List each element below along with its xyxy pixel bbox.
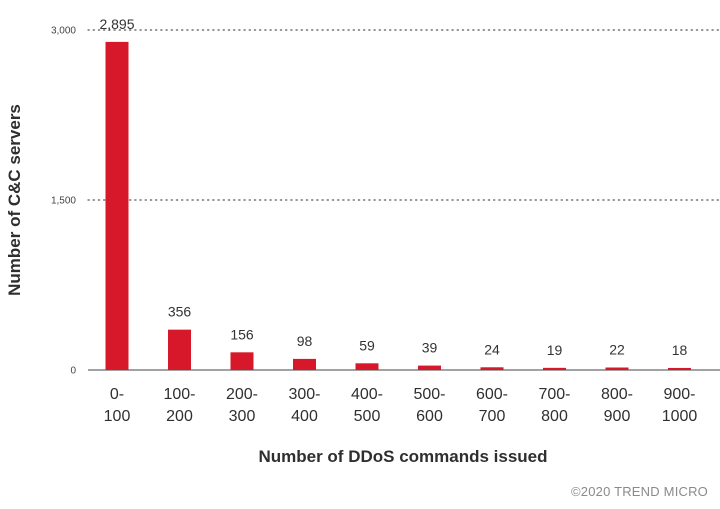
x-tick-label-600-700-line1: 600- <box>476 386 508 403</box>
x-tick-label-900-1000-line1: 900- <box>663 386 695 403</box>
data-label-300-400: 98 <box>297 333 313 349</box>
data-label-500-600: 39 <box>422 340 438 356</box>
data-label-800-900: 22 <box>609 342 625 358</box>
data-label-700-800: 19 <box>547 342 563 358</box>
x-tick-label-300-400-line2: 400 <box>291 408 318 425</box>
y-tick-label: 1,500 <box>51 196 76 207</box>
data-label-400-500: 59 <box>359 337 375 353</box>
bar-300-400 <box>293 358 316 370</box>
x-tick-label-100-200-line1: 100- <box>163 386 195 403</box>
data-labels: 2,895 356 156 98 59 39 24 19 22 18 <box>99 16 687 358</box>
bar-500-600 <box>418 365 441 370</box>
x-tick-label-800-900-line1: 800- <box>601 386 633 403</box>
x-tick-label-400-500-line1: 400- <box>351 386 383 403</box>
bar-100-200 <box>168 329 191 370</box>
x-tick-label-700-800-line1: 700- <box>538 386 570 403</box>
bar-400-500 <box>355 363 379 370</box>
y-tick-label: 0 <box>70 366 76 377</box>
bar-900-1000 <box>668 367 691 370</box>
x-tick-label-0-100-line1: 0- <box>110 386 124 403</box>
x-tick-label-500-600-line2: 600 <box>416 408 443 425</box>
x-axis-label: Number of DDoS commands issued <box>258 447 547 466</box>
x-tick-label-900-1000-line2: 1000 <box>662 408 698 425</box>
data-label-100-200: 356 <box>168 304 192 320</box>
y-axis-label: Number of C&C servers <box>5 104 24 296</box>
x-tick-label-400-500-line2: 500 <box>354 408 381 425</box>
data-label-600-700: 24 <box>484 341 500 357</box>
bar-800-900 <box>605 367 629 370</box>
data-label-900-1000: 18 <box>672 342 688 358</box>
x-tick-label-300-400-line1: 300- <box>288 386 320 403</box>
bar-700-800 <box>543 367 566 370</box>
y-tick-label: 3,000 <box>51 26 76 37</box>
x-tick-label-800-900-line2: 900 <box>604 408 631 425</box>
data-label-200-300: 156 <box>230 326 254 342</box>
x-tick-label-100-200-line2: 200 <box>166 408 193 425</box>
y-axis: 0 1,500 3,000 <box>51 26 76 377</box>
x-tick-label-700-800-line2: 800 <box>541 408 568 425</box>
x-tick-label-0-100-line2: 100 <box>104 408 131 425</box>
x-tick-label-500-600-line1: 500- <box>413 386 445 403</box>
bars <box>105 41 691 371</box>
x-axis: 0- 100 100- 200 200- 300 300- 400 400- 500 500- 600… <box>104 386 698 425</box>
bar-0-100 <box>105 41 129 371</box>
x-tick-label-200-300-line1: 200- <box>226 386 258 403</box>
bar-600-700 <box>480 367 504 370</box>
x-tick-label-200-300-line2: 300 <box>229 408 256 425</box>
copyright-credit: ©2020 TREND MICRO <box>571 484 708 499</box>
x-tick-label-600-700-line2: 700 <box>479 408 506 425</box>
bar-200-300 <box>230 352 254 370</box>
data-label-0-100: 2,895 <box>99 16 134 32</box>
